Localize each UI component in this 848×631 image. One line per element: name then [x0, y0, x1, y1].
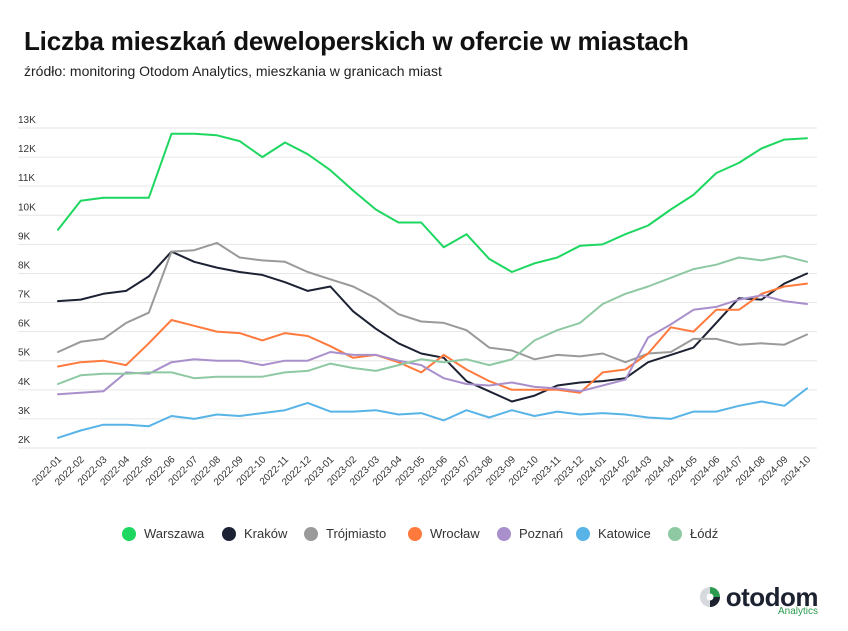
legend-item: Kraków: [222, 526, 287, 541]
legend-label: Wrocław: [430, 526, 480, 541]
series-line-4: [57, 294, 808, 396]
legend-item: Wrocław: [408, 526, 480, 541]
legend-label: Łódź: [690, 526, 719, 541]
legend-label: Kraków: [244, 526, 288, 541]
legend-swatch: [497, 526, 511, 541]
legend-label: Warszawa: [144, 526, 205, 541]
legend-item: Poznań: [497, 526, 563, 541]
y-tick-label: 13K: [18, 115, 36, 126]
x-axis-ticks: 2022-012022-022022-032022-042022-052022-…: [30, 454, 813, 488]
legend-swatch: [576, 526, 590, 541]
legend-item: Trójmiasto: [304, 526, 386, 541]
chart-subtitle: źródło: monitoring Otodom Analytics, mie…: [24, 63, 442, 79]
y-tick-label: 2K: [18, 435, 31, 446]
y-axis-ticks: 2K 3K 4K 5K 6K 7K 8K 9K 10K 11K 12K 13K: [18, 115, 36, 446]
legend-swatch: [668, 526, 682, 541]
legend-item: Łódź: [668, 526, 718, 541]
y-tick-label: 10K: [18, 202, 36, 213]
logo-wordmark: otodom: [725, 582, 819, 612]
series-lines: [57, 132, 808, 439]
series-line-5: [57, 387, 808, 439]
line-chart: 2K 3K 4K 5K 6K 7K 8K 9K 10K 11K 12K 13K 2022-012022…: [18, 115, 817, 488]
y-tick-label: 8K: [18, 260, 31, 271]
y-tick-label: 9K: [18, 231, 31, 242]
legend-label: Katowice: [598, 526, 651, 541]
legend-swatch: [408, 526, 422, 541]
y-tick-label: 3K: [18, 406, 31, 417]
legend-label: Trójmiasto: [326, 526, 387, 541]
legend-item: Warszawa: [122, 526, 204, 541]
y-tick-label: 5K: [18, 348, 31, 359]
y-tick-label: 12K: [18, 144, 36, 155]
otodom-mark-icon: [699, 587, 720, 607]
y-tick-label: 11K: [18, 173, 35, 184]
chart-title: Liczba mieszkań deweloperskich w ofercie…: [24, 26, 689, 56]
series-line-2: [57, 241, 808, 364]
legend: Warszawa Kraków Trójmiasto Wrocław Poznań Kat…: [0, 526, 848, 546]
y-tick-label: 6K: [18, 319, 31, 330]
y-tick-label: 7K: [18, 290, 31, 301]
legend-swatch: [304, 526, 318, 541]
y-tick-label: 4K: [18, 377, 31, 388]
legend-label: Poznań: [519, 526, 564, 541]
series-line-0: [57, 132, 808, 273]
series-line-3: [57, 282, 808, 394]
grid-lines: [18, 127, 817, 449]
logo-subtext: Analytics: [777, 606, 818, 617]
legend-swatch: [222, 526, 236, 541]
series-line-1: [57, 250, 808, 403]
series-line-6: [57, 255, 808, 385]
otodom-logo: otodom: [699, 582, 819, 612]
legend-item: Katowice: [576, 526, 651, 541]
legend-swatch: [122, 526, 136, 541]
